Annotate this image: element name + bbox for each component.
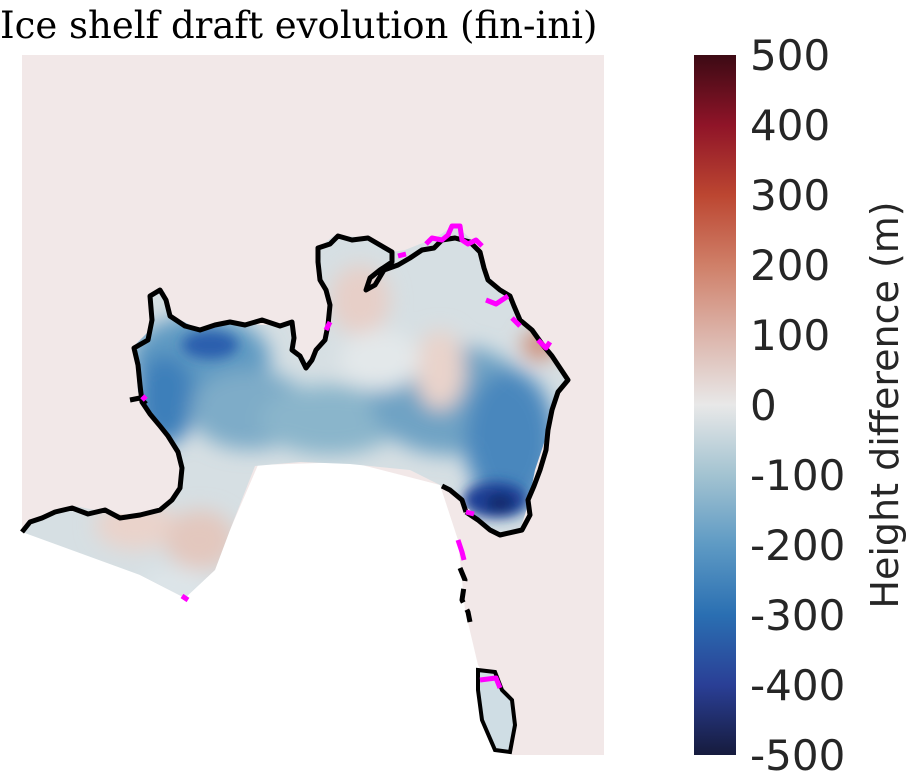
- ice-front: [140, 223, 553, 689]
- colorbar-tick-label: 300: [750, 171, 830, 220]
- colorbar-tick-label: 100: [750, 311, 830, 360]
- chart-title: Ice shelf draft evolution (fin-ini): [0, 4, 597, 47]
- colorbar-tick-label: -300: [750, 591, 845, 640]
- colorbar: 500 400 300 200 100 0 -100 -200 -300 -400 -500 Hei…: [694, 31, 907, 774]
- colorbar-tick-label: 200: [750, 241, 830, 290]
- colorbar-tick-label: 0: [750, 381, 777, 430]
- colorbar-tick-label: -500: [750, 731, 845, 774]
- grounded-ice-area: [22, 462, 512, 755]
- colorbar-label: Height difference (m): [863, 201, 907, 608]
- grounding-line: [20, 233, 571, 623]
- colorbar-tick-label: 500: [750, 31, 830, 80]
- colorbar-tick-label: -100: [750, 451, 845, 500]
- colorbar-tick-label: -200: [750, 521, 845, 570]
- colorbar-bar: [694, 55, 736, 755]
- colorbar-ticks: 500 400 300 200 100 0 -100 -200 -300 -400 -500: [750, 31, 845, 774]
- colorbar-tick-label: -400: [750, 661, 845, 710]
- colorbar-tick-label: 400: [750, 101, 830, 150]
